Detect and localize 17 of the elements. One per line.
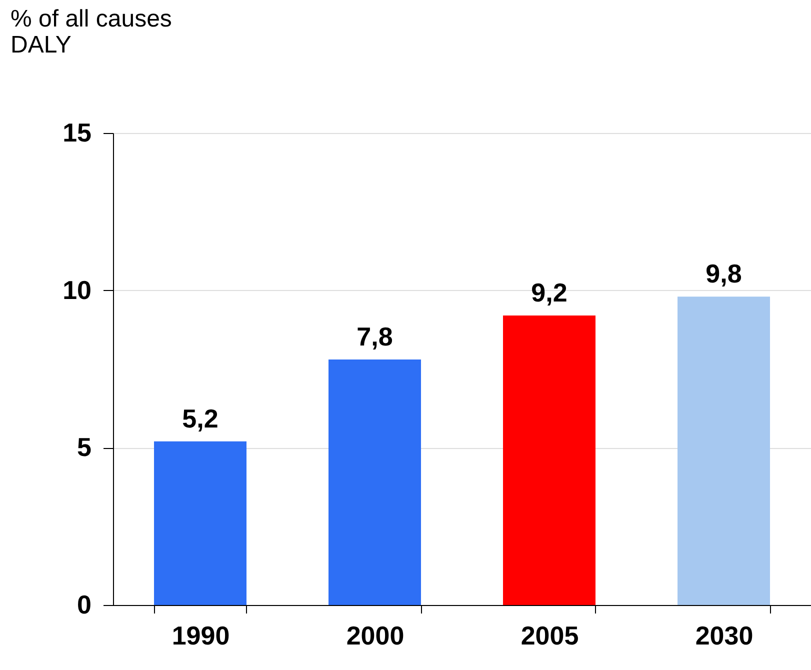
data-label: 5,2 xyxy=(182,403,218,434)
bar xyxy=(154,441,246,605)
x-tick-label: 1990 xyxy=(172,620,230,650)
y-tick-label: 0 xyxy=(77,590,92,620)
x-tick-label: 2030 xyxy=(695,620,754,650)
y-tick-label: 10 xyxy=(62,274,92,305)
bar xyxy=(328,360,421,605)
y-tick-label: 15 xyxy=(62,118,92,148)
y-axis-title: % of all causes DALY xyxy=(10,6,172,58)
x-tick-label: 2000 xyxy=(346,620,404,650)
x-tick-label: 2005 xyxy=(520,620,579,650)
bar xyxy=(678,296,770,605)
data-label: 9,2 xyxy=(531,278,568,308)
data-label: 7,8 xyxy=(356,322,393,352)
data-label: 9,8 xyxy=(706,258,742,289)
bar xyxy=(503,316,596,605)
y-tick-label: 5 xyxy=(77,432,92,462)
